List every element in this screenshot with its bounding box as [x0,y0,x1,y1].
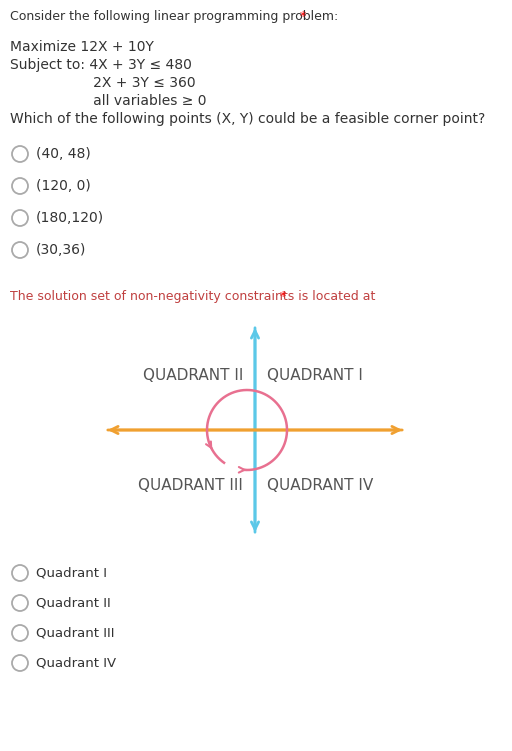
Text: Quadrant III: Quadrant III [36,626,115,640]
Text: QUADRANT IV: QUADRANT IV [267,478,373,493]
Text: QUADRANT I: QUADRANT I [267,367,363,382]
Text: 2X + 3Y ≤ 360: 2X + 3Y ≤ 360 [10,76,196,90]
Text: Maximize 12X + 10Y: Maximize 12X + 10Y [10,40,154,54]
Text: The solution set of non-negativity constraints is located at: The solution set of non-negativity const… [10,290,379,303]
Text: *: * [280,290,286,303]
Text: Quadrant I: Quadrant I [36,566,107,580]
Text: Subject to: 4X + 3Y ≤ 480: Subject to: 4X + 3Y ≤ 480 [10,58,192,72]
Text: Quadrant II: Quadrant II [36,596,111,610]
Text: (30,36): (30,36) [36,243,87,257]
Text: all variables ≥ 0: all variables ≥ 0 [10,94,206,108]
Text: (120, 0): (120, 0) [36,179,91,193]
Text: Quadrant IV: Quadrant IV [36,656,116,669]
Text: QUADRANT III: QUADRANT III [138,478,243,493]
Text: Which of the following points (X, Y) could be a feasible corner point?: Which of the following points (X, Y) cou… [10,112,485,126]
Text: Consider the following linear programming problem:: Consider the following linear programmin… [10,10,342,23]
Text: *: * [300,10,306,23]
Text: (180,120): (180,120) [36,211,104,225]
Text: (40, 48): (40, 48) [36,147,91,161]
Text: QUADRANT II: QUADRANT II [143,367,243,382]
